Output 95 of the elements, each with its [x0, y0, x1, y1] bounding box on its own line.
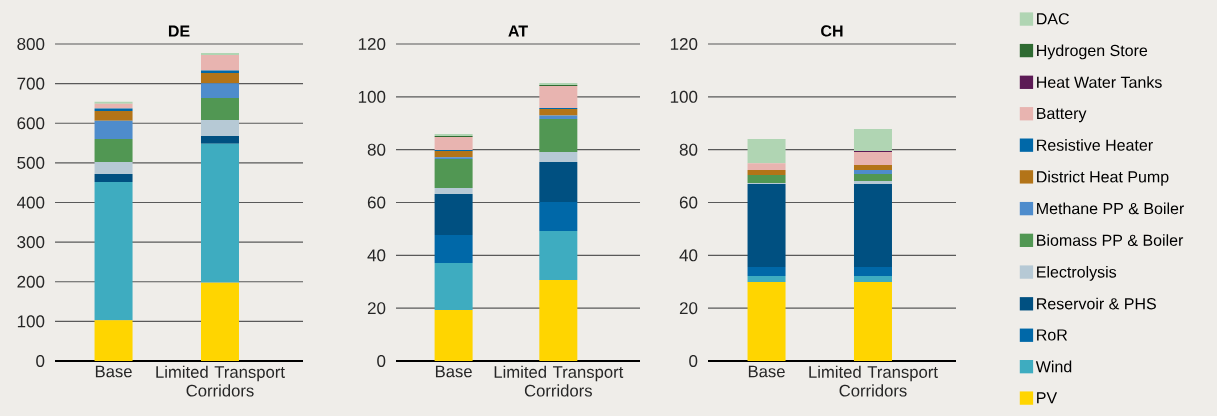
bar: [434, 262, 473, 310]
y-tick-label: 100: [670, 90, 698, 103]
chart-title: DE: [168, 25, 190, 37]
bar: [539, 85, 578, 108]
bar: [200, 83, 239, 98]
y-tick-label: 400: [17, 196, 45, 209]
x-tick-label: Base: [435, 365, 472, 378]
bar: [747, 170, 786, 176]
y-tick-label: 100: [358, 90, 386, 103]
legend-label: Methane PP & Boiler: [1037, 202, 1185, 215]
legend-label: Reservoir & PHS: [1037, 297, 1156, 310]
chart-title: AT: [508, 25, 528, 37]
bar: [853, 275, 892, 282]
chart-title: CH: [821, 25, 843, 37]
bar: [747, 163, 786, 170]
x-tick-label: Base: [95, 365, 132, 378]
bar: [434, 187, 473, 195]
bar: [94, 110, 133, 121]
bar: [94, 120, 133, 140]
x-tick-label: Base: [748, 365, 785, 378]
legend-label: Electrolysis: [1037, 265, 1117, 281]
y-tick-label: 120: [670, 37, 698, 51]
y-tick-label: 80: [679, 143, 698, 156]
bar: [94, 320, 133, 361]
y-tick-label: 700: [17, 77, 45, 90]
y-tick-label: 500: [17, 156, 45, 169]
y-tick-label: 40: [679, 249, 698, 262]
legend-label: Battery: [1037, 107, 1087, 123]
bar: [434, 150, 473, 158]
bar: [434, 136, 473, 150]
legend-label: Wind: [1035, 360, 1072, 373]
bar: [200, 282, 239, 361]
bar: [94, 103, 133, 109]
bar: [747, 184, 786, 267]
bar: [853, 266, 892, 276]
bar: [434, 234, 473, 263]
y-tick-label: 300: [17, 236, 45, 249]
bar: [539, 279, 578, 361]
bar: [539, 201, 578, 232]
bar: [94, 173, 133, 182]
y-tick-label: 600: [17, 117, 45, 130]
legend-label: Hydrogen Store: [1037, 44, 1148, 60]
bar: [94, 181, 133, 321]
bar: [853, 184, 892, 267]
y-tick-label: 0: [377, 354, 386, 368]
bar: [200, 72, 239, 84]
bar: [200, 135, 239, 144]
legend-label: Resistive Heater: [1037, 139, 1153, 151]
y-tick-label: 0: [689, 354, 698, 368]
bar: [747, 282, 786, 361]
y-tick-label: 200: [17, 275, 45, 288]
bar: [853, 173, 892, 182]
y-tick-label: 60: [679, 196, 698, 209]
y-tick-label: 20: [679, 302, 698, 315]
bar: [434, 194, 473, 235]
legend-label: PV: [1037, 392, 1058, 404]
y-tick-label: 60: [367, 196, 386, 209]
bar: [747, 175, 786, 183]
legend-label: Heat Water Tanks: [1037, 76, 1162, 88]
bar: [434, 158, 473, 188]
x-tick-label: Limited Transport Corridors: [809, 365, 938, 397]
bar: [539, 119, 578, 153]
bar: [434, 310, 473, 361]
bar: [853, 129, 892, 151]
legend-label: Biomass PP & Boiler: [1037, 234, 1184, 246]
y-tick-label: 800: [17, 37, 45, 51]
y-tick-label: 120: [358, 37, 386, 51]
bar: [200, 97, 239, 121]
bar: [747, 275, 786, 282]
bar: [94, 139, 133, 163]
bar: [853, 170, 892, 174]
legend-label: District Heat Pump: [1037, 170, 1169, 186]
bar: [539, 152, 578, 163]
bar: [200, 55, 239, 71]
y-tick-label: 40: [367, 249, 386, 262]
y-tick-label: 80: [367, 143, 386, 156]
bar: [853, 164, 892, 170]
bar: [747, 266, 786, 276]
bar: [200, 120, 239, 136]
bar: [853, 181, 892, 184]
bar: [200, 143, 239, 283]
x-tick-label: Limited Transport Corridors: [494, 365, 624, 397]
legend-label: RoR: [1037, 329, 1068, 341]
x-tick-label: Limited Transport Corridors: [156, 365, 285, 397]
y-tick-label: 0: [36, 354, 45, 368]
bar: [539, 231, 578, 280]
bar: [539, 162, 578, 202]
bar: [853, 152, 892, 165]
bar: [539, 108, 578, 116]
legend-label: DAC: [1037, 13, 1069, 25]
bar: [94, 162, 133, 174]
y-tick-label: 20: [367, 302, 386, 315]
bar: [747, 139, 786, 164]
bar: [853, 282, 892, 361]
y-tick-label: 100: [17, 315, 45, 328]
